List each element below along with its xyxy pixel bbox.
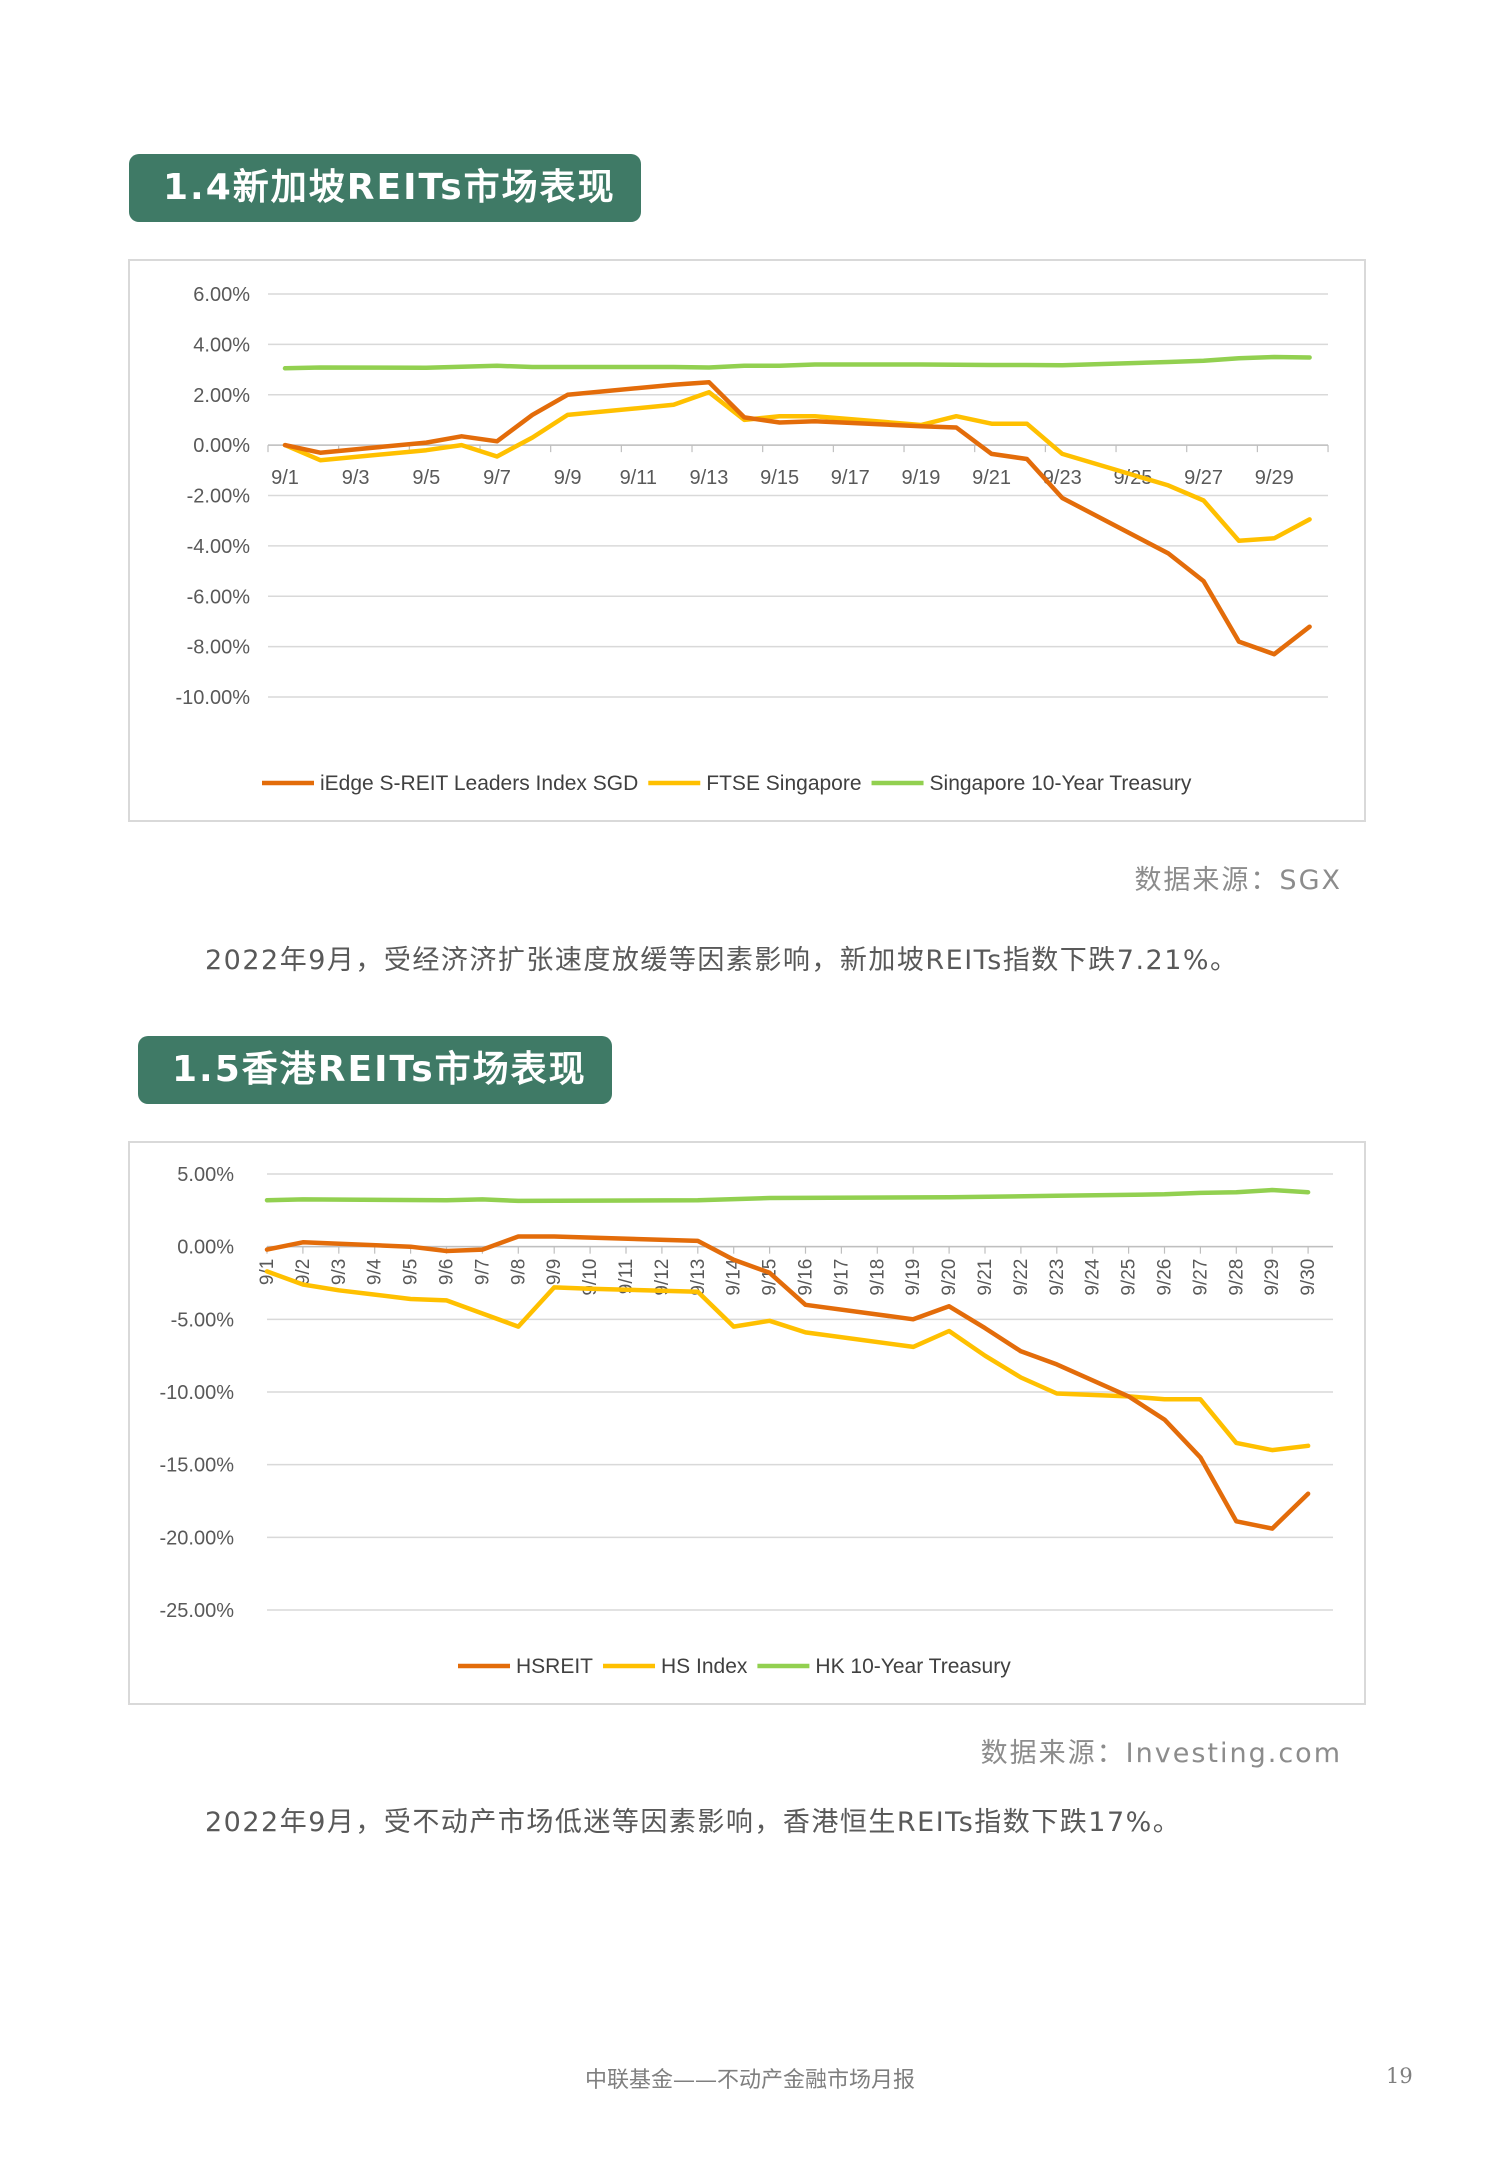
y-tick-label: -25.00% [160,1600,235,1622]
x-tick-label: 9/23 [1043,467,1082,489]
x-tick-label: 9/20 [939,1259,960,1296]
x-tick-label: 9/24 [1083,1258,1104,1295]
x-tick-label: 9/17 [831,467,870,489]
y-tick-label: -8.00% [187,637,251,659]
x-tick-label: 9/6 [437,1259,458,1285]
series-line [264,1234,1311,1531]
x-tick-label: 9/22 [1011,1259,1032,1296]
x-tick-label: 9/7 [483,467,511,489]
x-tick-label: 9/16 [796,1259,817,1296]
sg-chart-container: 6.00% 4.00% 2.00% 0.00% -2.00% -4.00% -6.00% -8… [128,259,1366,822]
data-source-hk: 数据来源：Investing.com [980,1738,1342,1769]
x-tick-label: 9/15 [760,1259,781,1296]
x-tick-label: 9/7 [472,1259,493,1285]
x-tick-label: 9/1 [271,467,299,489]
x-tick-label: 9/2 [293,1259,314,1285]
legend-label: iEdge S-REIT Leaders Index SGD [320,772,638,795]
y-tick-label: 6.00% [193,284,250,306]
x-tick-label: 9/17 [831,1259,852,1296]
y-tick-label: -2.00% [187,486,251,508]
x-tick-label: 9/14 [724,1258,745,1295]
x-tick-label: 9/28 [1226,1259,1247,1296]
x-tick-label: 9/5 [412,467,440,489]
legend-label: HS Index [661,1655,748,1678]
x-tick-label: 9/30 [1298,1259,1319,1296]
x-tick-label: 9/15 [760,467,799,489]
x-tick-label: 9/21 [972,467,1011,489]
x-tick-label: 9/27 [1190,1259,1211,1296]
series-line [282,389,1312,544]
y-tick-label: 2.00% [193,385,250,407]
x-tick-label: 9/29 [1255,467,1294,489]
y-tick-label: 4.00% [193,334,250,356]
x-tick-label: 9/9 [554,467,582,489]
x-tick-label: 9/8 [508,1259,529,1285]
y-tick-label: -20.00% [160,1527,235,1549]
x-tick-label: 9/12 [652,1259,673,1296]
x-tick-label: 9/21 [975,1259,996,1296]
summary-text-sg: 2022年9月，受经济济扩张速度放缓等因素影响，新加坡REITs指数下跌7.21… [205,945,1239,976]
legend-label: HSREIT [516,1655,593,1678]
y-tick-label: -15.00% [160,1455,235,1477]
sg-reits-chart: 6.00% 4.00% 2.00% 0.00% -2.00% -4.00% -6.00% -8… [176,284,1329,795]
legend-label: Singapore 10-Year Treasury [930,772,1192,795]
x-tick-label: 9/23 [1047,1259,1068,1296]
series-line [264,1269,1311,1453]
y-tick-label: -4.00% [187,536,251,558]
hk-chart-container: 5.00% 0.00% -5.00% -10.00% -15.00% -20.00% -25… [128,1141,1366,1705]
y-tick-label: -10.00% [160,1382,235,1404]
legend-label: FTSE Singapore [706,772,861,795]
y-tick-label: -5.00% [171,1309,235,1331]
x-tick-label: 9/11 [620,467,657,489]
x-tick-label: 9/13 [688,1259,709,1296]
section-title-sg: 1.4新加坡REITs市场表现 [129,154,641,222]
x-tick-label: 9/19 [901,467,940,489]
x-tick-label: 9/18 [867,1259,888,1296]
y-tick-label: 0.00% [177,1237,234,1259]
hk-reits-chart: 5.00% 0.00% -5.00% -10.00% -15.00% -20.00% -25… [160,1164,1333,1678]
y-tick-label: -6.00% [187,586,251,608]
x-tick-label: 9/3 [342,467,370,489]
series-line [282,379,1312,657]
x-tick-label: 9/3 [329,1259,350,1285]
x-tick-label: 9/29 [1262,1259,1283,1296]
legend-label: HK 10-Year Treasury [815,1655,1011,1678]
summary-text-hk: 2022年9月，受不动产市场低迷等因素影响，香港恒生REITs指数下跌17%。 [205,1807,1182,1838]
series-line [264,1187,1311,1204]
x-tick-label: 9/26 [1155,1259,1176,1296]
section-title-hk: 1.5香港REITs市场表现 [138,1036,612,1104]
series-line [282,354,1312,371]
page-number: 19 [1386,2064,1413,2088]
x-tick-label: 9/25 [1119,1259,1140,1296]
y-tick-label: 5.00% [177,1164,234,1186]
x-tick-label: 9/19 [903,1259,924,1296]
x-tick-label: 9/11 [616,1259,637,1295]
footer-title: 中联基金——不动产金融市场月报 [584,2068,915,2093]
x-tick-label: 9/5 [401,1259,422,1285]
y-tick-label: -10.00% [176,687,251,709]
x-tick-label: 9/27 [1184,467,1223,489]
x-tick-label: 9/4 [365,1258,386,1285]
x-tick-label: 9/13 [689,467,728,489]
y-tick-label: 0.00% [193,435,250,457]
data-source-sg: 数据来源：SGX [1134,865,1342,896]
x-tick-label: 9/9 [544,1259,565,1285]
